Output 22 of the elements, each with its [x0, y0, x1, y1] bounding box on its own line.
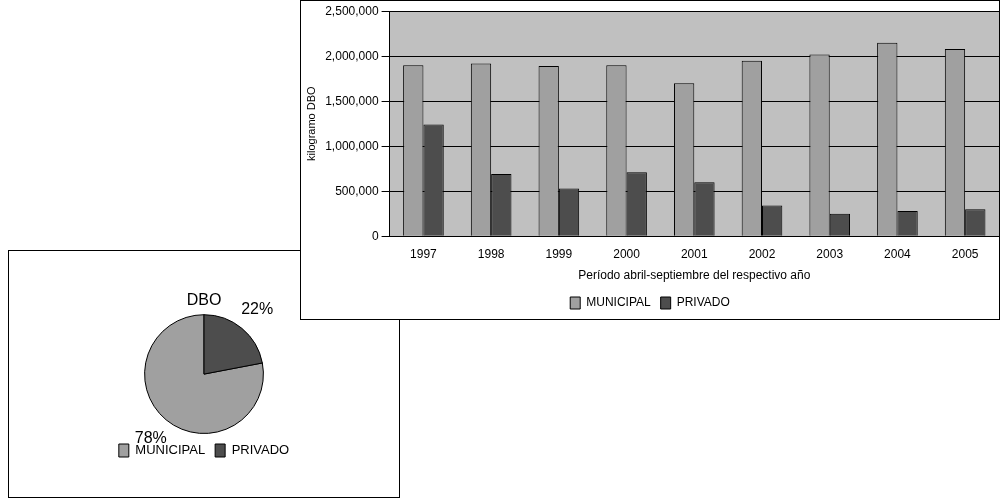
y-tick-label: 2,000,000 — [325, 48, 379, 63]
legend-label: PRIVADO — [676, 295, 730, 310]
chart-title: DBO — [186, 291, 222, 309]
data-label: 22% — [241, 300, 274, 318]
x-tick-label: 1997 — [410, 246, 438, 261]
y-tick-label: 500,000 — [335, 183, 379, 198]
y-tick-label: 0 — [371, 228, 379, 243]
x-tick-label: 2002 — [748, 246, 776, 261]
x-tick-label: 2003 — [816, 246, 844, 261]
y-tick-label: 1,500,000 — [325, 93, 379, 108]
legend-label: MUNICIPAL — [586, 295, 651, 310]
x-tick-label: 1999 — [545, 246, 573, 261]
legend-label: PRIVADO — [231, 442, 290, 458]
x-axis-title: Período abril-septiembre del respectivo año — [578, 268, 811, 283]
x-tick-label: 2004 — [884, 246, 912, 261]
x-tick-label: 2005 — [951, 246, 979, 261]
x-tick-label: 1998 — [477, 246, 505, 261]
y-tick-label: 2,500,000 — [325, 3, 379, 18]
y-axis-title: kilogramo DBO — [304, 85, 317, 161]
x-tick-label: 2001 — [680, 246, 708, 261]
y-tick-label: 1,000,000 — [325, 138, 379, 153]
x-tick-label: 2000 — [613, 246, 641, 261]
